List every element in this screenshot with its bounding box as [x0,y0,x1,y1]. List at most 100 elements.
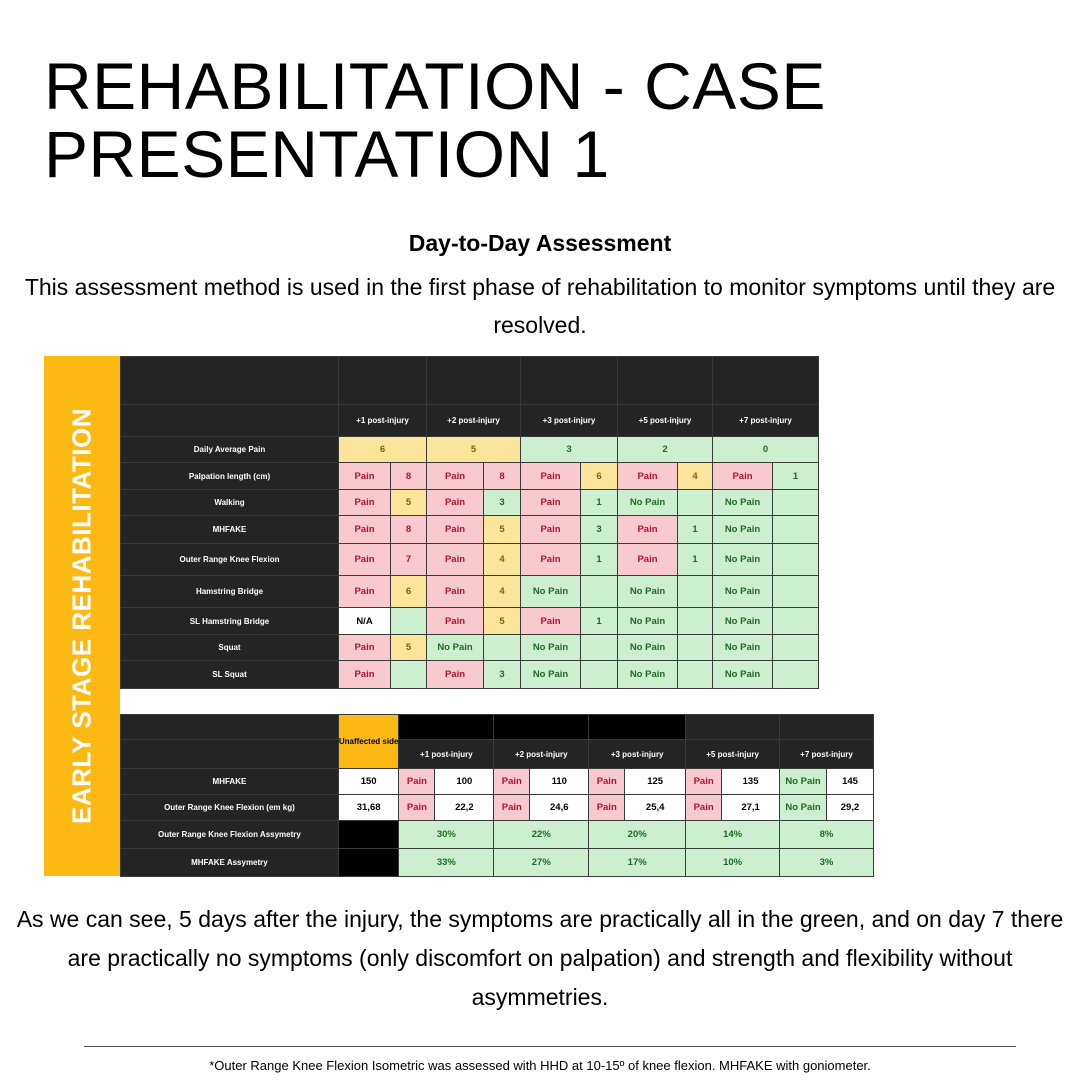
score-cell: 6 [390,575,427,608]
header-row: +1 post-injury +2 post-injury +3 post-in… [120,404,819,437]
header-row: +1 post-injury +2 post-injury +3 post-in… [120,739,874,769]
column-header: +2 post-injury [426,404,521,437]
row-label: Walking [120,489,339,516]
value-cell: 135 [721,768,781,795]
status-cell: Pain [398,794,436,821]
status-cell: No Pain [712,607,773,635]
status-cell: Pain [426,489,484,516]
status-cell: No Pain [712,660,773,689]
symptom-table: +1 post-injury +2 post-injury +3 post-in… [120,356,819,689]
score-cell: 8 [483,462,521,490]
status-cell: Pain [426,515,484,544]
score-cell [772,634,819,661]
spacer-row [120,356,819,405]
status-cell: Pain [520,462,581,490]
column-header: +7 post-injury [779,739,874,769]
pain-score-cell: 0 [712,436,819,463]
score-cell [772,575,819,608]
pain-score-cell: 3 [520,436,618,463]
page-title: REHABILITATION - CASE PRESENTATION 1 [44,49,826,191]
status-cell: Pain [338,575,391,608]
unaffected-header: Unaffected side [337,714,400,769]
footnote-divider [84,1046,1016,1047]
table-row: Hamstring Bridge Pain 6 Pain 4 No Pain No Pain… [120,575,819,608]
column-header: +5 post-injury [685,739,781,769]
status-cell: Pain [617,462,678,490]
unaffected-value: 31,68 [337,794,400,821]
value-cell: 24,6 [529,794,590,821]
sidebar-label: EARLY STAGE REHABILITATION [66,407,97,825]
status-cell: No Pain [617,660,678,689]
row-label: MHFAKE Assymetry [120,848,339,877]
table-row: MHFAKE Assymetry 33% 27% 17% 10% 3% [120,848,874,877]
row-label: Outer Range Knee Flexion [120,543,339,576]
row-label: SL Squat [120,660,339,689]
asymmetry-cell: 17% [588,848,687,877]
asymmetry-cell: 8% [779,820,874,849]
status-cell: No Pain [712,543,773,576]
score-cell [390,660,427,689]
table-row: Palpation length (cm) Pain 8 Pain 8 Pain 6 Pain… [120,462,819,490]
status-cell: Pain [426,543,484,576]
score-cell [580,660,618,689]
score-cell: 5 [390,634,427,661]
score-cell: 4 [483,575,521,608]
intro-text: This assessment method is used in the fi… [24,274,1056,338]
status-cell: Pain [685,768,723,795]
score-cell: 1 [580,543,618,576]
column-header: +5 post-injury [617,404,713,437]
asymmetry-cell: 3% [779,848,874,877]
score-cell [677,575,713,608]
status-cell: Pain [398,768,436,795]
status-cell: No Pain [520,660,581,689]
row-label: Squat [120,634,339,661]
score-cell: 1 [677,515,713,544]
status-cell: No Pain [712,634,773,661]
status-cell: No Pain [520,634,581,661]
score-cell [677,489,713,516]
table-row: Outer Range Knee Flexion (em kg) 31,68 Pai… [120,794,874,821]
value-cell: 22,2 [434,794,495,821]
score-cell: 3 [483,660,521,689]
status-cell: No Pain [779,768,827,795]
value-cell: 25,4 [624,794,687,821]
row-label: Outer Range Knee Flexion (em kg) [120,794,339,821]
strength-table: Unaffected side +1 post-injury +2 post-i… [120,714,874,877]
score-cell [677,660,713,689]
status-cell: Pain [520,607,581,635]
table-row: Outer Range Knee Flexion Pain 7 Pain 4 Pain 1 P… [120,543,819,576]
asymmetry-cell: 33% [398,848,495,877]
pain-score-cell: 6 [338,436,427,463]
score-cell [772,543,819,576]
row-label: SL Hamstring Bridge [120,607,339,635]
status-cell: Pain [588,768,626,795]
score-cell: 4 [483,543,521,576]
value-cell: 125 [624,768,687,795]
column-header: +1 post-injury [398,739,495,769]
pain-score-cell: 5 [426,436,521,463]
status-cell: No Pain [712,515,773,544]
score-cell: 1 [677,543,713,576]
score-cell: 3 [580,515,618,544]
table-row: MHFAKE Pain 8 Pain 5 Pain 3 Pain 1 No Pain [120,515,819,544]
table-row: Squat Pain 5 No Pain No Pain No Pain No Pain [120,634,819,661]
row-label: MHFAKE [120,515,339,544]
score-cell: 7 [390,543,427,576]
status-cell: Pain [426,575,484,608]
score-cell: 4 [677,462,713,490]
blank-cell [337,820,400,849]
status-cell: No Pain [712,489,773,516]
unaffected-value: 150 [337,768,400,795]
status-cell: Pain [338,634,391,661]
score-cell: 5 [483,607,521,635]
status-cell: Pain [338,489,391,516]
table-row: MHFAKE 150 Pain 100 Pain 110 Pain 125 Pain 135 No … [120,768,874,795]
value-cell: 29,2 [826,794,874,821]
status-cell: Pain [520,515,581,544]
row-label: Daily Average Pain [120,436,339,463]
score-cell [677,634,713,661]
column-header: +3 post-injury [588,739,687,769]
asymmetry-cell: 27% [493,848,590,877]
score-cell: 1 [580,489,618,516]
status-cell: Pain [338,462,391,490]
